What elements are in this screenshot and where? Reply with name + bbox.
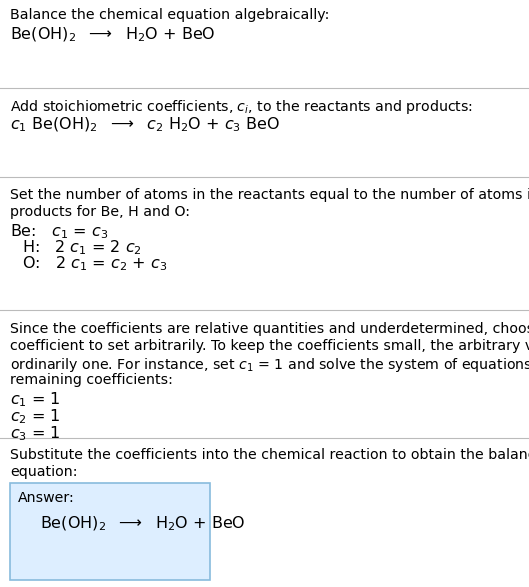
Text: ordinarily one. For instance, set $c_1$ = 1 and solve the system of equations fo: ordinarily one. For instance, set $c_1$ … [10,356,529,374]
Text: $c_1$ Be(OH)$_2$  $\longrightarrow$  $c_2$ H$_2$O + $c_3$ BeO: $c_1$ Be(OH)$_2$ $\longrightarrow$ $c_2$… [10,116,280,134]
Text: H:   2 $c_1$ = 2 $c_2$: H: 2 $c_1$ = 2 $c_2$ [22,238,142,257]
Text: Be:   $c_1$ = $c_3$: Be: $c_1$ = $c_3$ [10,222,108,241]
Text: O:   2 $c_1$ = $c_2$ + $c_3$: O: 2 $c_1$ = $c_2$ + $c_3$ [22,254,167,273]
Text: Be(OH)$_2$  $\longrightarrow$  H$_2$O + BeO: Be(OH)$_2$ $\longrightarrow$ H$_2$O + Be… [40,515,245,534]
Text: Balance the chemical equation algebraically:: Balance the chemical equation algebraica… [10,8,330,22]
Text: Answer:: Answer: [18,491,75,505]
Text: $c_1$ = 1: $c_1$ = 1 [10,390,61,409]
Text: $c_2$ = 1: $c_2$ = 1 [10,407,61,426]
Text: equation:: equation: [10,465,78,479]
FancyBboxPatch shape [10,483,210,580]
Text: remaining coefficients:: remaining coefficients: [10,373,173,387]
Text: Add stoichiometric coefficients, $c_i$, to the reactants and products:: Add stoichiometric coefficients, $c_i$, … [10,98,473,116]
Text: Set the number of atoms in the reactants equal to the number of atoms in the: Set the number of atoms in the reactants… [10,188,529,202]
Text: Be(OH)$_2$  $\longrightarrow$  H$_2$O + BeO: Be(OH)$_2$ $\longrightarrow$ H$_2$O + Be… [10,26,215,45]
Text: Substitute the coefficients into the chemical reaction to obtain the balanced: Substitute the coefficients into the che… [10,448,529,462]
Text: $c_3$ = 1: $c_3$ = 1 [10,424,61,443]
Text: Since the coefficients are relative quantities and underdetermined, choose a: Since the coefficients are relative quan… [10,322,529,336]
Text: coefficient to set arbitrarily. To keep the coefficients small, the arbitrary va: coefficient to set arbitrarily. To keep … [10,339,529,353]
Text: products for Be, H and O:: products for Be, H and O: [10,205,190,219]
